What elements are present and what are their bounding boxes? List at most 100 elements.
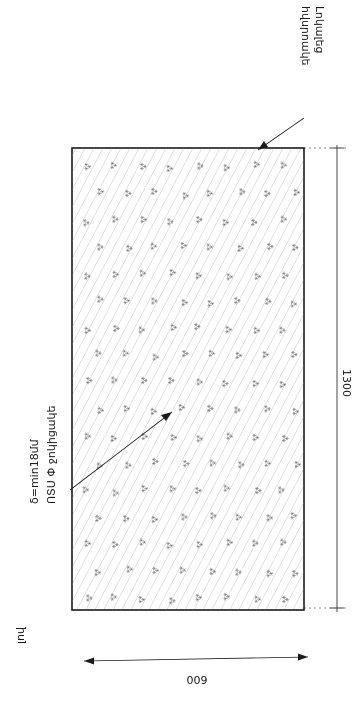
stipple-mark: ⁂ [95,462,105,470]
hatch-line [72,148,158,311]
stipple-marks: ⁂ ⁂ ⁂ ⁂ ⁂ ⁂ ⁂ ⁂ ⁂ ⁂ ⁂ ⁂ ⁂ ⁂ ⁂ ⁂ ⁂ ⁂ ⁂ ⁂ ⁂ ⁂ ⁂ ⁂ ⁂ ⁂ ⁂ ⁂ ⁂ ⁂ ⁂ ⁂ ⁂ ⁂ ⁂ ⁂ ⁂ ⁂ ⁂ ⁂… [80,160,302,604]
stipple-mark: ⁂ [205,189,215,197]
stipple-mark: ⁂ [221,164,231,172]
stipple-mark: ⁂ [151,353,161,361]
stipple-mark: ⁂ [109,161,119,169]
stipple-mark: ⁂ [253,595,263,603]
stipple-mark: ⁂ [280,435,290,443]
hatch-line [139,296,304,610]
stipple-mark: ⁂ [164,164,174,172]
stipple-mark: ⁂ [193,594,203,602]
stipple-mark: ⁂ [206,349,216,357]
annotation-top-line2: հվսրոակե [299,6,312,66]
stipple-mark: ⁂ [168,269,178,277]
stipple-mark: ⁂ [224,325,234,333]
stipple-mark: ⁂ [148,407,158,415]
stipple-mark: ⁂ [81,219,91,227]
stipple-mark: ⁂ [263,459,273,467]
annotation-bottom-line1: ՈՏՍ Փ ջոկիցակե [45,406,58,504]
stipple-mark: ⁂ [139,432,149,440]
stipple-mark: ⁂ [167,597,177,605]
hatch-line [72,148,140,277]
hatch-line [72,148,275,534]
stipple-mark: ⁂ [96,406,106,414]
stipple-mark: ⁂ [290,243,300,251]
stipple-mark: ⁂ [176,403,186,411]
hatch-line [72,148,149,294]
stipple-mark: ⁂ [193,487,203,495]
hatch-line [72,148,230,448]
stipple-mark: ⁂ [178,241,188,249]
stipple-mark: ⁂ [288,300,298,308]
stipple-mark: ⁂ [109,434,119,442]
hatch-line [166,347,304,610]
stipple-mark: ⁂ [224,432,234,440]
hatch-line [76,176,304,610]
leader-arrow-bottom [161,412,172,421]
arrowhead-right [298,653,308,661]
stipple-mark: ⁂ [208,567,218,575]
stipple-mark: ⁂ [82,326,92,334]
hatch-line [72,148,284,551]
hatch-line [202,416,304,610]
stipple-mark: ⁂ [262,190,272,198]
hatch-line [72,148,221,431]
stipple-mark: ⁂ [290,570,300,578]
stipple-mark: ⁂ [280,596,290,604]
stipple-mark: ⁂ [220,380,230,388]
hatch-line [0,148,4,720]
hatch-line [85,193,304,610]
stipple-mark: ⁂ [124,244,134,252]
stipple-mark: ⁂ [139,485,149,493]
stipple-mark: ⁂ [195,162,205,170]
hatch-line [94,210,304,610]
stipple-mark: ⁂ [120,349,130,357]
stipple-mark: ⁂ [169,433,179,441]
stipple-mark: ⁂ [264,514,274,522]
stipple-mark: ⁂ [278,215,288,223]
hatch-line [72,148,248,483]
dimension-label-1300: 1300 [340,369,353,397]
stipple-mark: ⁂ [265,243,275,251]
hatch-line [72,158,304,603]
stipple-mark: ⁂ [262,405,272,413]
stipple-mark: ⁂ [110,215,120,223]
leader-arrow-top [258,141,268,150]
stipple-mark: ⁂ [82,272,92,280]
stipple-mark: ⁂ [278,381,288,389]
hatch-line [112,244,304,610]
stipple-mark: ⁂ [251,326,261,334]
hatch-line [72,148,167,328]
stipple-mark: ⁂ [234,513,244,521]
stipple-mark: ⁂ [151,566,161,574]
hatch-line [148,313,304,610]
stipple-mark: ⁂ [165,218,175,226]
hatch-lines [0,148,304,720]
material-annotation: ՈՏՍ Փ ջոկիցակե δ=min18մմ լով [14,406,173,644]
stipple-mark: ⁂ [291,408,301,416]
stipple-mark: ⁂ [250,434,260,442]
stipple-mark: ⁂ [80,486,90,494]
stipple-mark: ⁂ [122,297,132,305]
annotation-top-line1: Լոկալեց [313,6,326,53]
hatch-line [72,148,293,568]
stipple-mark: ⁂ [83,432,93,440]
hatch-line [72,148,239,465]
stipple-mark: ⁂ [276,486,286,494]
stipple-mark: ⁂ [205,405,215,413]
stipple-mark: ⁂ [222,593,232,601]
hatch-line [0,148,13,720]
panel: ⁂ ⁂ ⁂ ⁂ ⁂ ⁂ ⁂ ⁂ ⁂ ⁂ ⁂ ⁂ ⁂ ⁂ ⁂ ⁂ ⁂ ⁂ ⁂ ⁂ ⁂ ⁂ ⁂ ⁂ ⁂ ⁂ ⁂ ⁂ ⁂ ⁂ ⁂ ⁂ ⁂ ⁂ ⁂ ⁂ ⁂ ⁂ ⁂ ⁂… [0,147,305,720]
stipple-mark: ⁂ [95,243,105,251]
stipple-mark: ⁂ [110,541,120,549]
stipple-mark: ⁂ [150,457,160,465]
stipple-mark: ⁂ [138,538,148,546]
stipple-mark: ⁂ [179,299,189,307]
hatch-line [121,261,304,610]
stipple-mark: ⁂ [288,512,298,520]
stipple-mark: ⁂ [179,513,189,521]
arrowhead-left [84,657,94,665]
stipple-mark: ⁂ [82,163,92,171]
stipple-mark: ⁂ [253,272,263,280]
